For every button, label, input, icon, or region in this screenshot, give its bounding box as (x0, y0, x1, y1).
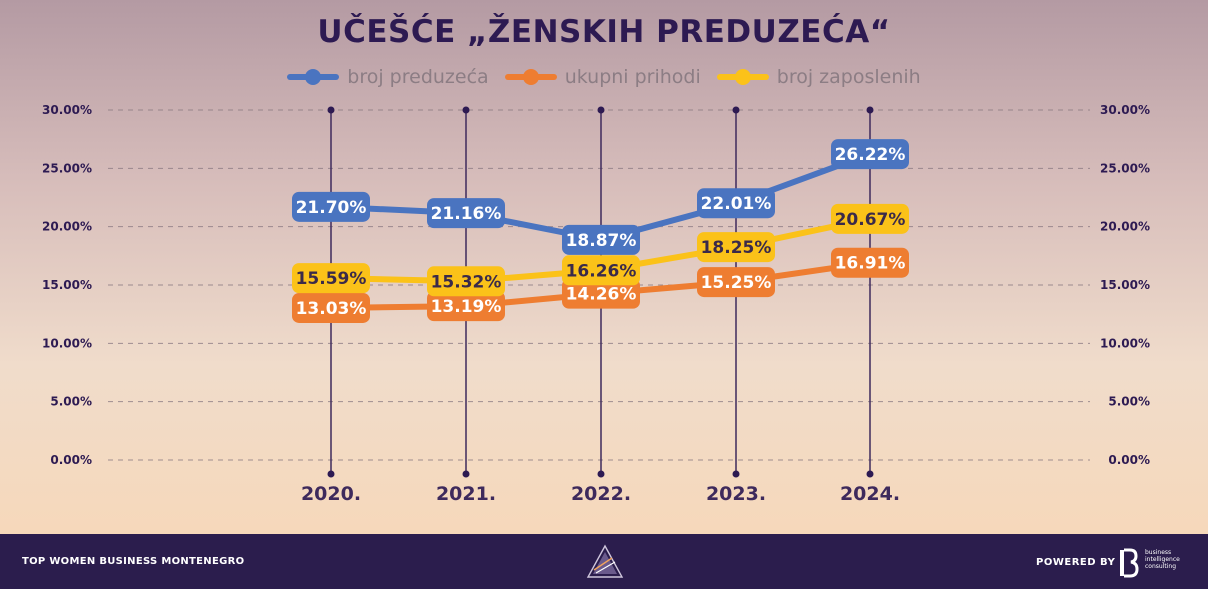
bi-logo-text: business intelligence consulting (1145, 549, 1180, 570)
data-label-box (831, 247, 909, 278)
chart-legend: broj preduzeća ukupni prihodi broj zapos… (0, 66, 1208, 88)
data-label: 22.01% (701, 194, 772, 214)
data-label: 15.25% (701, 273, 772, 293)
footer-brand-prefix: TOP WOMEN (22, 556, 96, 567)
y-tick-label-right: 5.00% (1108, 395, 1150, 409)
data-label-box (697, 188, 775, 219)
data-label-box (831, 139, 909, 170)
data-label-box (562, 278, 640, 309)
footer-brand-suffix: BUSINESS MONTENEGRO (99, 556, 245, 567)
vline-bottom-dot (866, 470, 874, 478)
y-tick-label-right: 0.00% (1108, 453, 1150, 467)
vline-top-dot (732, 106, 740, 114)
x-category-label: 2022. (571, 483, 631, 505)
legend-item-broj-preduzeca: broj preduzeća (287, 66, 489, 88)
footer-brand: TOP WOMEN BUSINESS MONTENEGRO (22, 556, 244, 567)
y-tick-label-left: 20.00% (42, 220, 92, 234)
data-label-box (427, 291, 505, 322)
y-tick-label-right: 25.00% (1100, 161, 1150, 175)
vline-top-dot (866, 106, 874, 114)
legend-item-ukupni-prihodi: ukupni prihodi (504, 66, 701, 88)
mountain-logo-icon (586, 544, 624, 578)
y-tick-label-right: 15.00% (1100, 278, 1150, 292)
data-label: 15.32% (431, 272, 502, 292)
data-label: 14.26% (566, 285, 637, 305)
data-label: 15.59% (296, 269, 367, 289)
data-label: 21.16% (431, 204, 502, 224)
data-label-box (292, 292, 370, 323)
data-label: 21.70% (296, 198, 367, 218)
legend-swatch-yellow (716, 69, 769, 85)
legend-label: ukupni prihodi (564, 66, 701, 88)
data-label: 18.87% (566, 231, 637, 251)
y-tick-label-right: 10.00% (1100, 336, 1150, 350)
data-label-box (427, 266, 505, 297)
vline-bottom-dot (732, 470, 740, 478)
data-label: 16.26% (566, 261, 637, 281)
data-label-box (697, 232, 775, 263)
y-tick-label-left: 0.00% (50, 453, 92, 467)
y-tick-label-left: 25.00% (42, 161, 92, 175)
data-label-box (697, 267, 775, 298)
data-label: 18.25% (701, 238, 772, 258)
x-category-label: 2021. (436, 483, 496, 505)
vline-bottom-dot (327, 470, 335, 478)
data-label-box (562, 255, 640, 286)
y-tick-label-right: 30.00% (1100, 103, 1150, 117)
vline-top-dot (327, 106, 335, 114)
data-label: 13.03% (296, 299, 367, 319)
data-label-box (292, 191, 370, 222)
chart-title: UČEŠĆE „ŽENSKIH PREDUZEĆA“ (317, 14, 891, 50)
legend-label: broj preduzeća (347, 66, 489, 88)
y-tick-label-right: 20.00% (1100, 220, 1150, 234)
y-tick-label-left: 15.00% (42, 278, 92, 292)
legend-label: broj zaposlenih (776, 66, 921, 88)
x-category-label: 2024. (840, 483, 900, 505)
vline-top-dot (462, 106, 470, 114)
data-label-box (831, 203, 909, 234)
footer-bar: TOP WOMEN BUSINESS MONTENEGRO POWERED BY… (0, 534, 1208, 589)
data-label-box (292, 263, 370, 294)
data-label-box (427, 198, 505, 229)
data-label-box (562, 224, 640, 255)
y-tick-label-left: 5.00% (50, 395, 92, 409)
x-category-label: 2023. (706, 483, 766, 505)
legend-item-broj-zaposlenih: broj zaposlenih (716, 66, 921, 88)
vline-bottom-dot (597, 470, 605, 478)
powered-by-label: POWERED BY (1036, 557, 1116, 568)
x-category-label: 2020. (301, 483, 361, 505)
data-label: 16.91% (835, 254, 906, 274)
data-label: 13.19% (431, 297, 502, 317)
y-tick-label-left: 30.00% (42, 103, 92, 117)
vline-bottom-dot (462, 470, 470, 478)
y-tick-label-left: 10.00% (42, 336, 92, 350)
line-chart: 0.00% 0.00% 5.00% 5.00% 10.00% 10.00% 15.00% 15… (42, 103, 1150, 505)
legend-swatch-orange (504, 69, 557, 85)
vline-top-dot (597, 106, 605, 114)
data-label: 20.67% (835, 210, 906, 230)
bi-logo-icon (1120, 548, 1139, 578)
data-label: 26.22% (835, 145, 906, 165)
legend-swatch-blue (287, 69, 340, 85)
